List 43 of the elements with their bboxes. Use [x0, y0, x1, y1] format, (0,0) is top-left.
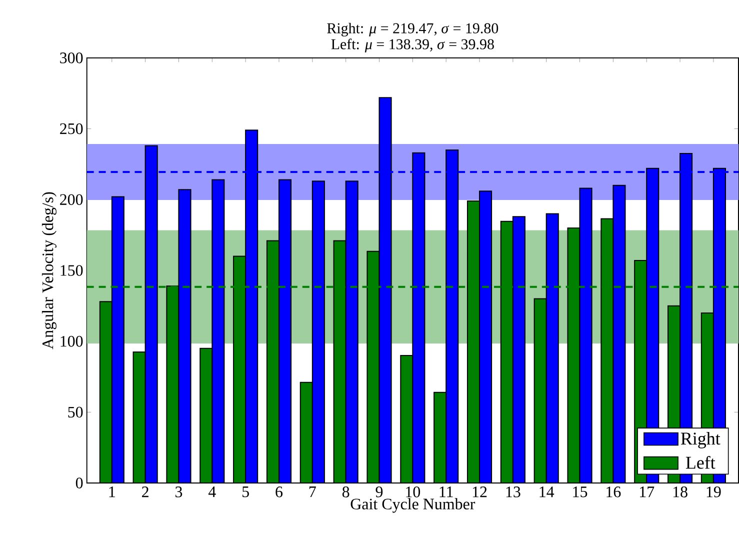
x-tick-label: 13: [506, 486, 520, 498]
bar: [111, 196, 124, 484]
x-tick-label: 1: [109, 486, 115, 498]
x-tick-label: 3: [176, 486, 182, 498]
bar: [479, 190, 492, 484]
x-axis-title: Gait Cycle Number: [350, 498, 476, 513]
x-tick-label: 17: [640, 486, 654, 498]
y-tick-label: 0: [76, 478, 83, 488]
y-tick-label: 50: [68, 406, 83, 418]
x-tick-label: 8: [342, 486, 350, 498]
x-tick-label: 18: [673, 486, 688, 498]
x-tick-label: 2: [142, 486, 148, 498]
bar: [212, 179, 225, 484]
x-tick-label: 10: [406, 486, 420, 498]
x-tick-label: 12: [472, 486, 487, 498]
y-tick-label: 250: [60, 123, 83, 134]
bar: [278, 179, 292, 484]
bar: [579, 188, 592, 484]
y-tick-label: 150: [60, 265, 83, 276]
bar: [178, 189, 192, 484]
bar: [612, 184, 626, 484]
x-tick-label: 5: [242, 486, 249, 498]
bar: [345, 180, 358, 484]
y-tick-label: 100: [60, 336, 83, 347]
chart-subtitle: Left: μ = 138.39, σ = 39.98: [331, 38, 494, 52]
bar: [512, 216, 526, 484]
y-tick-label: 300: [60, 52, 83, 64]
legend-label: Left: [686, 456, 716, 469]
x-tick-label: 9: [376, 486, 383, 498]
bar: [312, 180, 325, 484]
y-axis-title: Angular Velocity (deg/s): [42, 192, 56, 350]
x-tick-label: 6: [276, 486, 283, 498]
x-tick-label: 14: [540, 486, 554, 498]
y-tick-label: 200: [60, 194, 83, 206]
x-tick-label: 19: [706, 486, 721, 498]
x-tick-label: 16: [606, 486, 621, 498]
x-tick-label: 15: [573, 486, 588, 498]
bar: [546, 213, 559, 484]
x-tick-label: 11: [440, 486, 453, 498]
x-tick-label: 4: [208, 486, 216, 498]
x-tick-label: 7: [309, 486, 316, 498]
legend-label: Right: [680, 432, 720, 448]
chart-title: Right: μ = 219.47, σ = 19.80: [327, 22, 498, 36]
